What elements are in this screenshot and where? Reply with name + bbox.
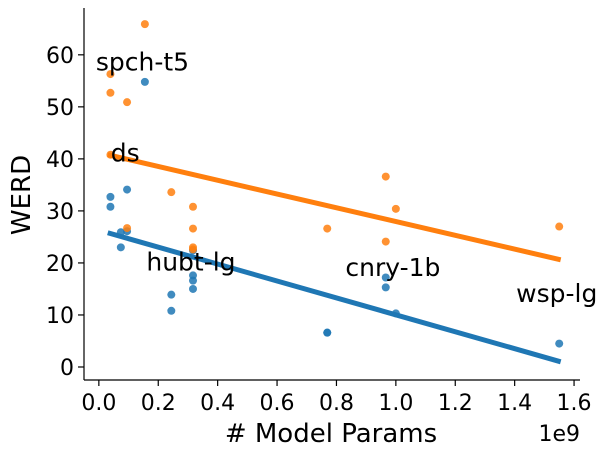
orange-point — [140, 20, 149, 29]
annotation-spch-t5: spch-t5 — [96, 47, 189, 76]
x-tick-label: 1.0 — [378, 391, 413, 416]
x-tick-label: 0.6 — [260, 391, 295, 416]
orange-point — [391, 204, 400, 213]
orange-point — [123, 224, 132, 233]
orange-point — [123, 98, 132, 107]
orange-point — [381, 237, 390, 246]
x-tick-label: 0.4 — [200, 391, 235, 416]
annotation-wsp-lg: wsp-lg — [516, 279, 597, 308]
orange-point — [555, 222, 564, 231]
orange-point — [323, 224, 332, 233]
annotation-hubt-lg: hubt-lg — [146, 248, 235, 277]
y-tick-label: 10 — [46, 304, 74, 329]
blue-point — [391, 309, 400, 318]
annotation-cnry-1b: cnry-1b — [345, 253, 440, 282]
orange-point — [189, 245, 198, 254]
y-axis-title: WERD — [7, 155, 37, 235]
annotations: spch-t5 ds hubt-lg cnry-1b wsp-lg — [96, 47, 597, 308]
blue-point — [323, 328, 332, 337]
blue-point — [123, 185, 132, 194]
x-tick-label: 1.2 — [438, 391, 473, 416]
y-tick-label: 60 — [46, 44, 74, 69]
y-tick-label: 30 — [46, 200, 74, 225]
axes: 0.0 0.2 0.4 0.6 0.8 1.0 1.2 1.4 1.6 0 10 20 30 40 50 60 — [46, 8, 592, 416]
blue-point — [555, 339, 564, 348]
x-tick-label: 1.6 — [557, 391, 592, 416]
orange-point — [381, 172, 390, 181]
y-tick-label: 20 — [46, 252, 74, 277]
blue-fit-line — [107, 230, 562, 365]
x-tick-label: 1.4 — [497, 391, 532, 416]
x-tick-label: 0.0 — [81, 391, 116, 416]
orange-point — [189, 202, 198, 211]
orange-point — [189, 224, 198, 233]
y-tick-label: 0 — [60, 356, 74, 381]
x-axis-offset-label: 1e9 — [538, 422, 580, 447]
orange-fit-line — [107, 152, 562, 263]
orange-point — [106, 70, 115, 79]
blue-point — [381, 273, 390, 282]
orange-point — [106, 88, 115, 97]
x-tick-label: 0.2 — [141, 391, 176, 416]
blue-point — [167, 306, 176, 315]
orange-point — [106, 150, 115, 159]
annotation-ds: ds — [111, 138, 140, 167]
blue-point — [189, 276, 198, 285]
blue-point — [167, 290, 176, 299]
blue-point — [189, 284, 198, 293]
blue-point — [381, 283, 390, 292]
blue-point — [106, 202, 115, 211]
blue-point — [140, 77, 149, 86]
orange-point — [167, 188, 176, 197]
y-tick-label: 40 — [46, 148, 74, 173]
y-tick-label: 50 — [46, 96, 74, 121]
blue-point — [106, 192, 115, 201]
x-tick-label: 0.8 — [319, 391, 354, 416]
plot-area — [106, 20, 564, 365]
x-axis-title: # Model Params — [225, 419, 437, 449]
blue-point — [116, 228, 125, 237]
blue-point — [116, 243, 125, 252]
